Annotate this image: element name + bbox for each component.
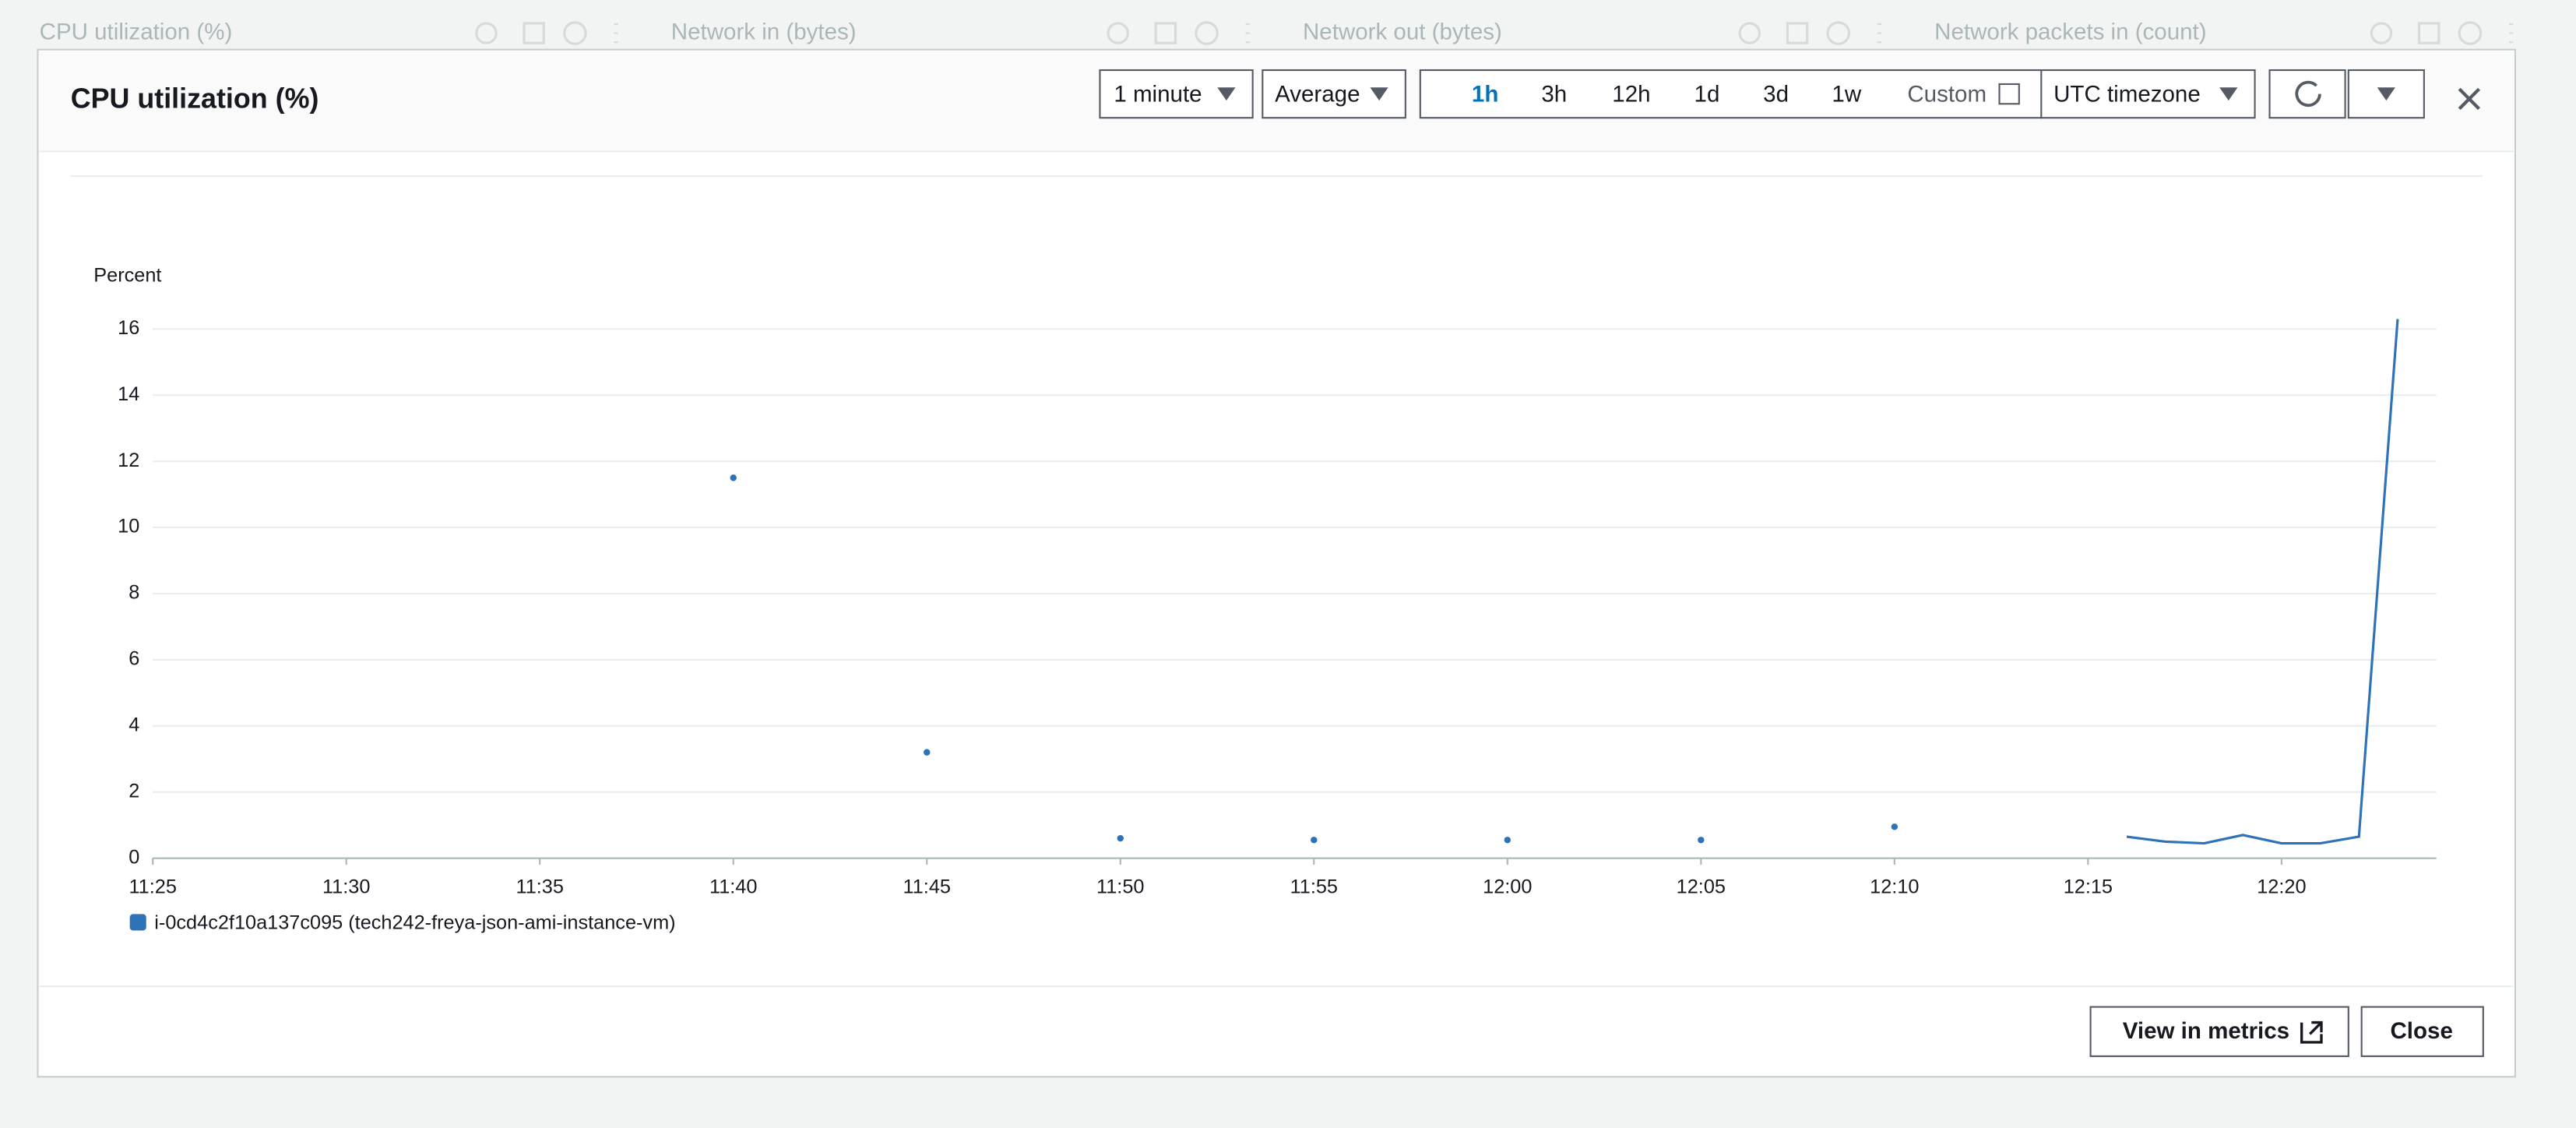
x-tick-label: 11:35 (516, 876, 564, 897)
statistic-value: Average (1275, 82, 1360, 108)
widget-title: Network packets in (count) (1934, 19, 2206, 44)
y-tick-label: 6 (128, 648, 139, 670)
y-tick-label: 12 (118, 449, 139, 471)
x-tick-label: 11:50 (1096, 876, 1144, 897)
x-tick-label: 12:00 (1483, 876, 1532, 897)
data-line (2126, 319, 2399, 845)
refresh-icon (2295, 80, 2321, 108)
data-point (1504, 837, 1511, 844)
widget-icon (523, 22, 545, 44)
y-tick-label: 14 (118, 383, 139, 405)
external-link-icon (2300, 1020, 2323, 1044)
widget-icon (1107, 22, 1129, 44)
range-buttons: 1h 3h 12h 1d 3d 1w (1472, 82, 1862, 108)
widget-icon (2370, 22, 2393, 44)
data-point (924, 749, 931, 756)
caret (1217, 87, 1236, 101)
x-tick-label: 12:10 (1870, 876, 1919, 897)
widget-icon (2458, 21, 2483, 45)
y-tick-label: 2 (128, 780, 139, 802)
data-point (1698, 837, 1705, 844)
y-tick-label: 8 (128, 582, 139, 604)
custom-range[interactable]: Custom (1907, 82, 1987, 108)
calendar-icon (1998, 83, 2020, 105)
data-point (1117, 834, 1124, 842)
timezone-select[interactable]: UTC timezone (2053, 82, 2201, 108)
period-value: 1 minute (1114, 82, 1202, 108)
chart: Percent 0 2 4 6 8 10 12 14 16 11:25 11:30 11:35 11:40… (93, 264, 2437, 934)
widget-icon (1738, 22, 1761, 44)
range-option[interactable]: 1w (1832, 82, 1861, 108)
x-tick-label: 11:40 (709, 876, 757, 897)
close-button[interactable] (2360, 1006, 2484, 1057)
range-option[interactable]: 1d (1694, 82, 1720, 108)
refresh-button[interactable] (2268, 69, 2346, 119)
button-label: Close (2390, 1018, 2452, 1044)
widget-icon (563, 21, 587, 45)
y-tick-label: 16 (118, 317, 139, 339)
widget-title: Network out (bytes) (1303, 19, 1502, 44)
y-tick-label: 4 (128, 714, 139, 735)
range-option[interactable]: 1h (1472, 82, 1498, 108)
legend-swatch (129, 914, 146, 931)
caret (2219, 87, 2238, 101)
range-option[interactable]: 3h (1541, 82, 1567, 108)
button-label: View in metrics (2123, 1018, 2289, 1044)
widget-title: Network in (bytes) (671, 19, 857, 44)
data-point (1891, 823, 1899, 830)
caret (1370, 87, 1388, 101)
x-tick-label: 12:20 (2257, 876, 2306, 897)
widget-icon (1826, 21, 1851, 45)
x-tick-label: 11:55 (1290, 876, 1338, 897)
y-tick-label: 0 (128, 846, 139, 868)
x-tick-label: 12:05 (1677, 876, 1726, 897)
close-icon[interactable] (2458, 87, 2481, 111)
x-tick-label: 11:30 (322, 876, 370, 897)
widget-icon (475, 22, 498, 44)
data-point (1311, 837, 1318, 844)
range-option[interactable]: 12h (1612, 82, 1650, 108)
x-tick-label: 11:25 (128, 876, 176, 897)
caret (2377, 87, 2395, 101)
widget-title: CPU utilization (%) (40, 19, 233, 44)
modal-title: CPU utilization (%) (71, 83, 319, 115)
modal (37, 48, 2516, 1078)
widget-icon (1195, 21, 1219, 45)
y-axis-label: Percent (93, 264, 161, 286)
range-option[interactable]: 3d (1763, 82, 1789, 108)
view-in-metrics-button[interactable] (2089, 1006, 2349, 1057)
widget-icon (1154, 22, 1177, 44)
dashboard: CPU utilization (%) Network in (bytes) Net… (40, 19, 2514, 45)
range-group (1419, 69, 2256, 119)
x-tick-label: 12:15 (2064, 876, 2113, 897)
widget-icon (2417, 22, 2441, 44)
x-tick-label: 11:45 (903, 876, 951, 897)
data-point (730, 474, 737, 481)
legend-label: i-0cd4c2f10a137c095 (tech242-freya-json-… (154, 912, 675, 934)
widget-icon (1786, 22, 1809, 44)
y-tick-label: 10 (118, 516, 139, 538)
